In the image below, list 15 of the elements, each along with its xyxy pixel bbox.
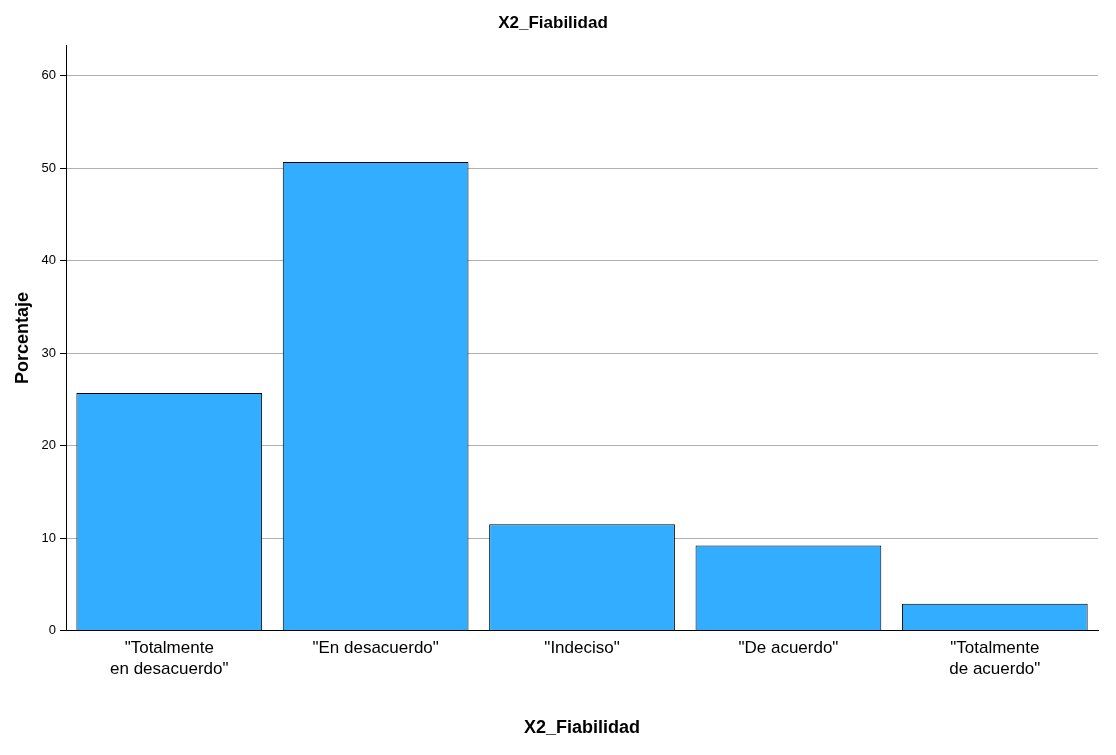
y-tick-label: 60 [41,67,57,83]
y-tick-label: 0 [48,622,57,638]
x-tick-label: "Indeciso" [544,638,620,658]
x-tick-label: "De acuerdo" [738,638,839,658]
y-axis-title: Porcentaje [11,291,32,385]
chart-title: X2_Fiabilidad [498,12,608,32]
x-tick-label: "Totalmente de acuerdo" [949,638,1041,678]
x-tick-label: "Totalmente en desacuerdo" [110,638,229,678]
x-axis-title: X2_Fiabilidad [524,717,641,738]
y-tick-label: 50 [41,159,57,175]
y-tick-label: 10 [41,529,57,545]
y-tick-label: 30 [41,344,57,360]
x-tick-label: "En desacuerdo" [312,638,439,658]
y-tick-label: 40 [41,252,57,268]
y-tick-label: 20 [41,437,57,453]
